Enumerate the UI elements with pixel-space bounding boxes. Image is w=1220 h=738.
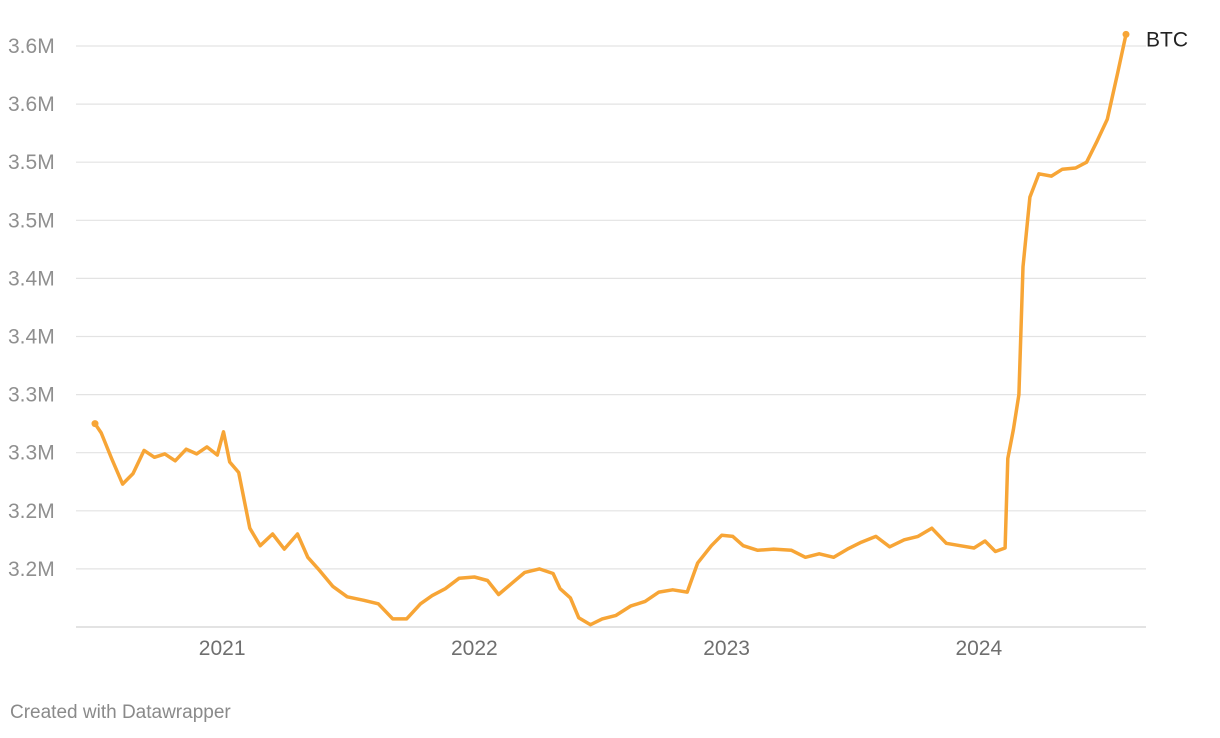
- y-tick-label: 3.4M: [8, 267, 55, 290]
- series-start-point: [91, 420, 99, 428]
- x-tick-label: 2021: [199, 637, 246, 660]
- x-axis: 2021 2022 2023 2024: [199, 637, 1003, 660]
- x-tick-label: 2024: [955, 637, 1002, 660]
- plot-area: BTC: [91, 28, 1188, 627]
- gridlines: [76, 45, 1146, 628]
- y-axis: 3.2M 3.2M 3.3M 3.3M 3.4M 3.4M 3.5M 3.5M 3.6M 3.6M: [8, 35, 55, 581]
- y-tick-label: 3.3M: [8, 384, 55, 407]
- credit-text: Created with Datawrapper: [10, 702, 231, 723]
- y-tick-label: 3.5M: [8, 209, 55, 232]
- y-tick-label: 3.6M: [8, 35, 55, 58]
- series-line-btc: [93, 32, 1128, 627]
- series-end-point: [1122, 30, 1130, 38]
- y-tick-label: 3.4M: [8, 326, 55, 349]
- series-label: BTC: [1146, 28, 1188, 51]
- y-tick-label: 3.6M: [8, 93, 55, 116]
- x-tick-label: 2023: [703, 637, 750, 660]
- x-tick-label: 2022: [451, 637, 498, 660]
- y-tick-label: 3.2M: [8, 500, 55, 523]
- y-tick-label: 3.2M: [8, 558, 55, 581]
- y-tick-label: 3.3M: [8, 442, 55, 465]
- line-chart: 3.2M 3.2M 3.3M 3.3M 3.4M 3.4M 3.5M 3.5M 3.6M 3.6M…: [8, 28, 1188, 660]
- y-tick-label: 3.5M: [8, 151, 55, 174]
